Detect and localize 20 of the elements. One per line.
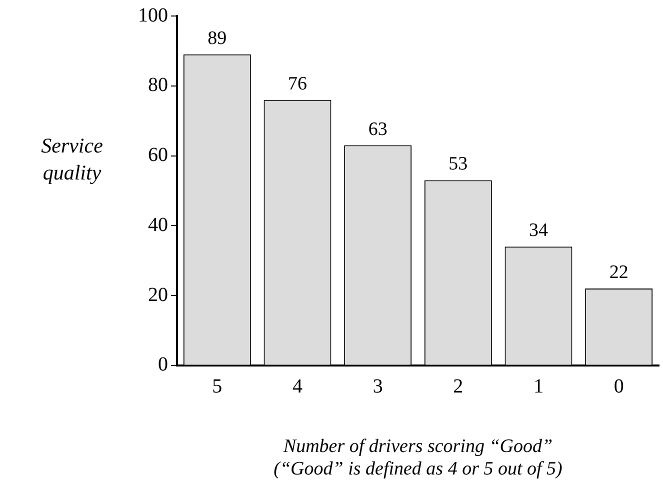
data-label: 34 — [529, 220, 548, 242]
data-label: 76 — [288, 73, 307, 94]
data-label: 63 — [368, 118, 388, 140]
y-axis-title: Service quality — [41, 134, 103, 185]
x-tick-label: 2 — [453, 376, 464, 398]
data-label: 89 — [208, 28, 227, 49]
x-axis-title: Number of drivers scoring “Good” (“Good” is defined as 4 or 5 out of 5) — [274, 436, 562, 480]
y-tick-label: 100 — [138, 4, 168, 26]
x-tick-label: 3 — [372, 376, 383, 398]
y-tick-label: 60 — [148, 144, 168, 166]
x-tick-label: 0 — [614, 376, 624, 398]
data-label: 22 — [609, 262, 628, 284]
y-tick-label: 20 — [148, 284, 168, 306]
y-tick-label: 80 — [148, 74, 168, 96]
y-tick-label: 0 — [158, 354, 168, 376]
data-label: 53 — [448, 154, 468, 175]
x-tick-label: 4 — [292, 376, 302, 398]
y-tick-label: 40 — [148, 214, 168, 236]
x-tick-label: 1 — [534, 376, 544, 398]
x-tick-label: 5 — [212, 376, 222, 398]
